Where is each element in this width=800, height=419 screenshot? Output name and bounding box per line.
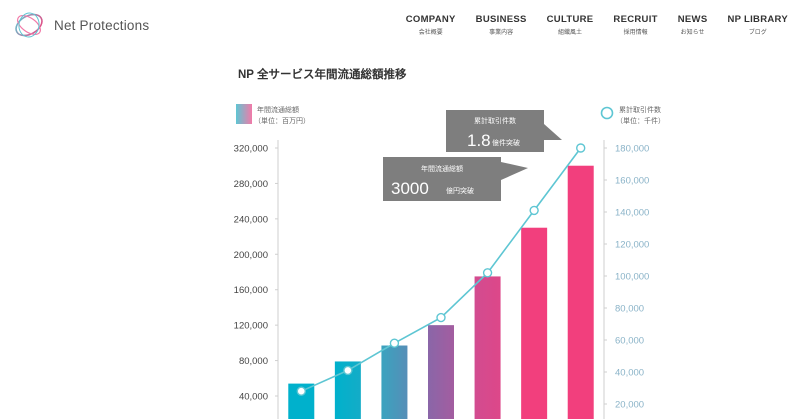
nav-np-library-label: NP LIBRARY [727, 14, 788, 25]
line-point [482, 268, 493, 278]
callout-transactions-label: 累計取引件数 [474, 116, 516, 125]
line-point [296, 386, 306, 396]
left-tick-label: 160,000 [234, 285, 268, 296]
bar-gmv [567, 165, 594, 419]
right-tick-label: 40,000 [615, 368, 644, 379]
right-tick-label: 180,000 [615, 144, 649, 155]
callout-transactions-box [446, 110, 544, 152]
callout-transactions-unit: 億件突破 [492, 138, 520, 147]
chart-title: NP 全サービス年間流通総額推移 [238, 69, 407, 81]
left-tick-label: 240,000 [234, 214, 268, 225]
line-point [576, 143, 586, 153]
callout-gmv-unit: 億円突破 [446, 186, 474, 195]
nav-recruit[interactable]: RECRUIT 採用情報 [613, 14, 657, 36]
callout-gmv-box [383, 157, 501, 201]
logo-text: Net Protections [54, 17, 150, 33]
right-tick-label: 120,000 [615, 240, 649, 251]
right-tick-label: 140,000 [615, 208, 649, 219]
nav-culture-sub: 組織風土 [558, 30, 583, 36]
nav-news-sub: お知らせ [680, 30, 705, 36]
global-nav: COMPANY 会社概要 BUSINESS 事業内容 CULTURE 組織風土 … [386, 14, 788, 36]
bar-gmv [521, 227, 548, 419]
nav-news[interactable]: NEWS お知らせ [678, 14, 708, 36]
company-logo[interactable]: Net Protections [12, 6, 162, 44]
legend-line-marker [600, 106, 614, 120]
line-point [343, 365, 353, 376]
left-tick-label: 280,000 [234, 179, 268, 190]
callout-gmv-value: 3000 [391, 179, 429, 198]
nav-business-label: BUSINESS [475, 14, 527, 25]
left-tick-label: 120,000 [234, 321, 268, 332]
line-point [389, 338, 400, 348]
nav-company-label: COMPANY [405, 14, 456, 25]
nav-news-label: NEWS [677, 14, 708, 25]
left-tick-label: 40,000 [239, 392, 268, 403]
nav-np-library[interactable]: NP LIBRARY ブログ [727, 14, 788, 36]
nav-company[interactable]: COMPANY 会社概要 [406, 14, 456, 36]
right-tick-label: 100,000 [615, 272, 649, 283]
callout-transactions-pointer [544, 124, 562, 140]
right-tick-label: 160,000 [615, 176, 649, 187]
right-tick-label: 60,000 [615, 336, 644, 347]
nav-business-sub: 事業内容 [489, 30, 514, 36]
nav-recruit-sub: 採用情報 [623, 30, 648, 36]
callout-gmv-pointer [501, 162, 528, 180]
bar-gmv [428, 325, 454, 419]
bar-gmv [474, 276, 501, 419]
left-tick-label: 80,000 [239, 356, 268, 367]
legend-line-name: 累計取引件数 [619, 105, 661, 114]
nav-culture[interactable]: CULTURE 組織風土 [547, 14, 594, 36]
line-point [529, 205, 539, 216]
nav-company-sub: 会社概要 [418, 30, 443, 36]
legend-bar-unit: （単位：百万円） [254, 116, 310, 125]
left-tick-label: 320,000 [234, 144, 268, 155]
callout-gmv-label: 年間流通総額 [421, 164, 463, 173]
nav-business[interactable]: BUSINESS 事業内容 [476, 14, 527, 36]
right-tick-label: 20,000 [615, 400, 644, 411]
legend-line-unit: （単位：千件） [616, 116, 665, 125]
legend-bar-swatch [236, 104, 252, 124]
nav-culture-label: CULTURE [546, 14, 594, 25]
line-point [436, 312, 446, 323]
logo-mark-icon [15, 12, 43, 38]
left-tick-label: 200,000 [234, 250, 268, 261]
bar-gmv [381, 345, 408, 419]
nav-recruit-label: RECRUIT [613, 14, 658, 25]
legend-bar-name: 年間流通総額 [257, 105, 299, 114]
nav-np-library-sub: ブログ [748, 30, 767, 36]
callout-transactions-value: 1.8 [467, 131, 491, 150]
right-tick-label: 80,000 [615, 304, 644, 315]
